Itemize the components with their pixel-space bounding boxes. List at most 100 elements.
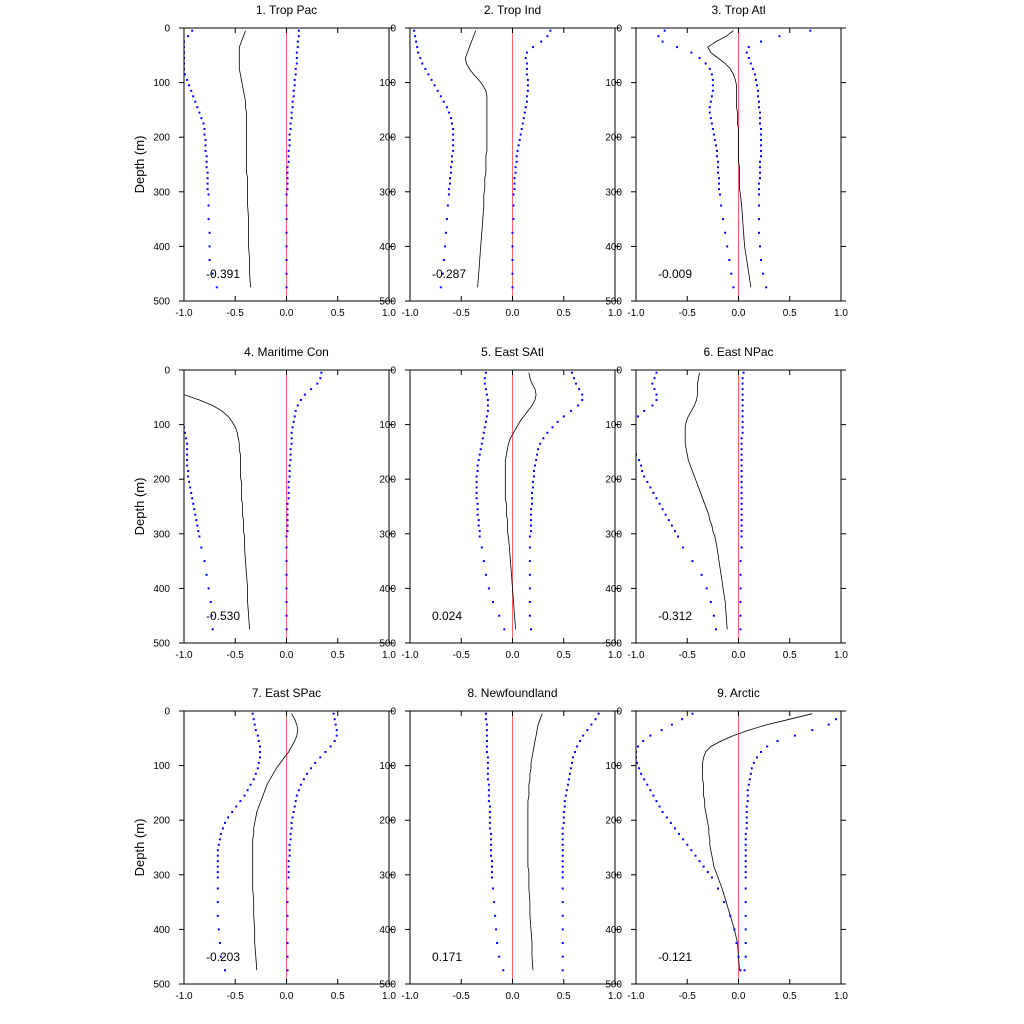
data-point	[190, 491, 193, 494]
data-point	[661, 508, 664, 511]
data-point	[289, 453, 292, 456]
data-point	[479, 448, 482, 451]
data-point	[711, 78, 714, 81]
data-point	[702, 865, 705, 868]
data-point	[295, 51, 298, 54]
data-point	[744, 865, 747, 868]
data-point	[744, 849, 747, 852]
data-point	[447, 188, 450, 191]
data-point	[291, 816, 294, 819]
data-point	[285, 573, 288, 576]
y-tick-label: 200	[379, 816, 396, 827]
y-tick-label: 400	[379, 242, 396, 253]
data-point	[450, 171, 452, 174]
correlation-annotation: -0.287	[432, 267, 466, 281]
y-tick-label: 500	[153, 980, 170, 991]
data-point	[200, 117, 203, 120]
data-point	[285, 259, 288, 261]
data-point	[514, 166, 517, 169]
data-point	[288, 470, 291, 472]
data-point	[449, 182, 451, 185]
y-tick-label: 0	[164, 24, 170, 35]
x-tick-label: -0.5	[227, 991, 245, 1002]
data-point	[717, 160, 719, 163]
data-point	[741, 388, 744, 391]
data-point	[192, 95, 195, 98]
data-point	[476, 464, 479, 467]
data-point	[637, 415, 639, 418]
data-point	[658, 805, 661, 808]
data-point	[712, 133, 715, 136]
correlation-annotation: -0.391	[206, 267, 240, 281]
data-point	[704, 62, 707, 65]
data-point	[258, 751, 261, 753]
data-point	[484, 718, 487, 721]
data-point	[746, 789, 749, 792]
data-point	[690, 51, 693, 54]
y-tick-label: 0	[164, 366, 170, 377]
data-point	[709, 601, 712, 603]
correlation-annotation: 0.024	[432, 609, 462, 623]
data-point	[760, 133, 762, 136]
data-point	[753, 73, 756, 76]
y-tick-label: 500	[379, 297, 396, 308]
data-point	[760, 259, 762, 261]
data-point	[287, 149, 290, 152]
data-point	[766, 745, 769, 748]
data-point	[487, 800, 490, 803]
data-point	[441, 272, 444, 275]
y-tick-label: 500	[153, 297, 170, 308]
data-point	[216, 901, 219, 904]
y-tick-label: 300	[379, 870, 396, 881]
data-point	[186, 453, 189, 456]
data-point	[486, 399, 489, 401]
data-point	[289, 459, 292, 462]
data-point	[286, 524, 289, 527]
dotted-series-1	[184, 426, 214, 631]
data-point	[252, 778, 255, 781]
data-point	[478, 535, 481, 538]
data-point	[758, 100, 760, 103]
data-point	[478, 453, 481, 456]
data-point	[207, 193, 210, 196]
data-point	[743, 969, 746, 972]
data-point	[834, 718, 837, 721]
data-point	[691, 712, 694, 715]
data-point	[649, 734, 652, 737]
data-point	[293, 805, 296, 808]
y-tick-label: 300	[605, 529, 622, 540]
data-point	[569, 409, 572, 412]
data-point	[531, 497, 533, 500]
data-point	[708, 111, 711, 114]
data-point	[478, 530, 481, 533]
data-point	[632, 421, 634, 423]
data-point	[740, 475, 743, 478]
y-tick-label: 100	[379, 420, 396, 431]
data-point	[475, 491, 478, 494]
x-tick-label: 1.0	[834, 991, 848, 1002]
data-point	[525, 73, 528, 76]
data-point	[491, 876, 493, 879]
data-point	[294, 73, 297, 76]
data-point	[198, 535, 201, 538]
data-point	[476, 508, 479, 511]
data-point	[452, 149, 455, 152]
data-point	[443, 245, 446, 248]
data-point	[561, 876, 564, 879]
data-point	[476, 513, 479, 516]
data-point	[205, 160, 208, 163]
data-point	[450, 166, 452, 169]
data-point	[749, 772, 752, 775]
data-point	[184, 73, 186, 76]
y-tick-label: 0	[390, 366, 396, 377]
data-point	[285, 546, 288, 549]
data-point	[189, 486, 192, 489]
data-point	[207, 204, 210, 207]
x-tick-label: 1.0	[834, 308, 848, 319]
profile-line	[684, 372, 728, 630]
data-point	[445, 218, 448, 221]
data-point	[563, 805, 566, 808]
profile-line	[702, 713, 813, 971]
x-tick-label: 1.0	[608, 991, 622, 1002]
data-point	[286, 530, 289, 533]
